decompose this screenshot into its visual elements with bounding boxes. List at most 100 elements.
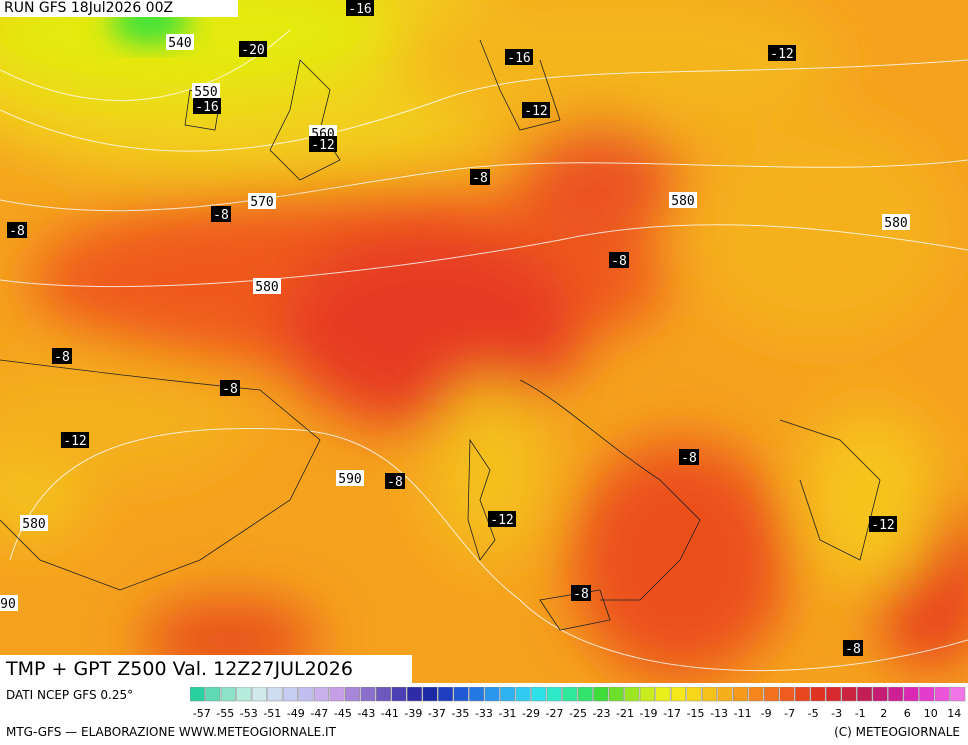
height-label: 550 [194,85,217,100]
scale-label: -9 [761,707,772,720]
scale-label: 14 [947,707,961,720]
scale-swatch [267,687,283,702]
scale-label: -47 [310,707,328,720]
legend-strip: DATI NCEP GFS 0.25° -57 -55 -53 -51 -49 -47 -4… [0,683,968,745]
label-box [61,432,89,448]
scale-swatch [531,687,547,702]
height-label: 90 [0,597,16,612]
scale-label: -45 [334,707,352,720]
scale-swatch [763,687,780,702]
scale-label: -25 [569,707,587,720]
temperature-label: -16 [195,100,218,115]
scale-swatch [469,687,485,702]
temperature-label: -8 [681,451,697,466]
scale-swatch [453,687,469,702]
scale-swatch [639,687,655,702]
scale-swatch [593,687,609,702]
scale-swatch [407,687,423,702]
scale-swatch [841,687,857,702]
scale-swatch [329,687,345,702]
scale-swatch [500,687,516,702]
temperature-label: -12 [871,518,894,533]
height-label: 580 [22,517,45,532]
temperature-label: -8 [222,382,238,397]
label-box [192,83,220,99]
footer: MTG-GFS — ELABORAZIONE WWW.METEOGIORNALE… [6,725,336,739]
scale-swatch [282,687,298,702]
color-scale: -57 -55 -53 -51 -49 -47 -45 -43 -41 -39 -37 -35 -33-… [190,687,966,720]
scale-swatch [298,687,314,702]
label-box [193,98,221,114]
label-box [211,206,231,222]
height-label: 540 [168,36,191,51]
label-box [609,252,629,268]
scale-label: -27 [546,707,564,720]
scale-label: -1 [855,707,866,720]
height-label: 580 [884,216,907,231]
temperature-label: -8 [573,587,589,602]
temperature-label: -12 [311,138,334,153]
scale-label: -13 [710,707,728,720]
scale-swatch [903,687,919,702]
scale-swatch [360,687,376,702]
scale-swatch [391,687,407,702]
scale-swatch [422,687,438,702]
scale-swatch [236,687,252,702]
coastlines [0,39,881,631]
temperature-field [0,0,968,680]
scale-label: -43 [357,707,375,720]
scale-swatch [546,687,562,702]
label-box [882,214,910,230]
temperature-label: -20 [241,43,264,58]
scale-label: -19 [640,707,658,720]
scale-label: -15 [687,707,705,720]
scale-label: -21 [616,707,634,720]
scale-swatch [375,687,392,702]
temperature-label: -8 [54,350,70,365]
scale-swatch [779,687,795,702]
scale-swatch [810,687,826,702]
label-box [166,34,194,50]
scale-swatch [748,687,764,702]
scale-swatch [484,687,500,702]
scale-swatch [826,687,842,702]
label-box [20,515,48,531]
scale-label: 6 [904,707,911,720]
temperature-label: -12 [770,47,793,62]
scale-label: -29 [522,707,540,720]
temperature-label: -8 [472,171,488,186]
label-box [253,278,281,294]
scale-swatch [438,687,454,702]
scale-swatch [515,687,531,702]
scale-swatch [919,687,935,702]
scale-label: -37 [428,707,446,720]
label-box [336,470,364,486]
height-label: 570 [250,195,273,210]
scale-label: -39 [404,707,422,720]
label-box [385,473,405,489]
label-box [768,45,796,61]
label-box [52,348,72,364]
scale-swatch [857,687,873,702]
label-box [346,0,374,16]
scale-label: -31 [498,707,516,720]
temperature-label: -16 [507,51,530,66]
scale-label: -55 [216,707,234,720]
label-box [239,41,267,57]
temperature-label: -8 [611,254,627,269]
height-label: 580 [255,280,278,295]
label-box [522,102,550,118]
scale-label: -11 [734,707,752,720]
scale-label: -41 [381,707,399,720]
source: DATI NCEP GFS 0.25° [6,688,134,702]
scale-swatch [686,687,702,702]
scale-label: -5 [808,707,819,720]
label-box [488,511,516,527]
temperature-label: -8 [213,208,229,223]
label-box [220,380,240,396]
scale-label: -35 [451,707,469,720]
scale-label: -7 [784,707,795,720]
scale-label: 2 [880,707,887,720]
